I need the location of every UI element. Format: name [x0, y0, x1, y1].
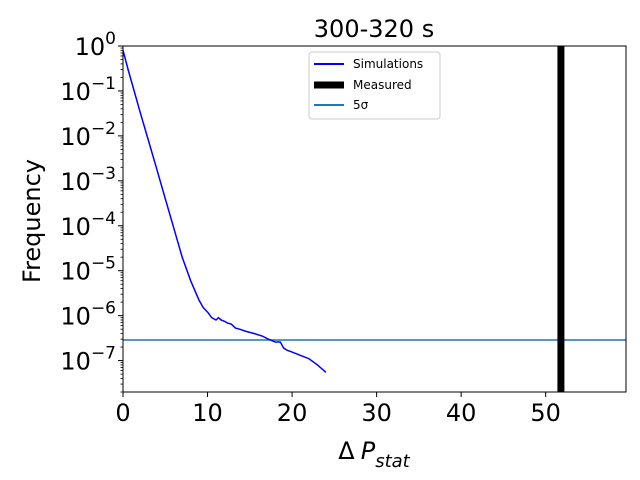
y-tick-label: 10−1 [60, 74, 116, 106]
legend: Simulations Measured 5σ [308, 51, 441, 120]
y-axis-label: Frequency [18, 159, 46, 283]
x-axis-label: Δ Pstat [338, 437, 410, 472]
plot-frame [122, 45, 627, 393]
x-tick-label: 50 [530, 399, 561, 427]
y-tick-label: 10−5 [60, 254, 116, 286]
y-tick-label: 10−4 [60, 209, 116, 241]
y-tick-label: 100 [75, 29, 116, 61]
series-layer [123, 46, 626, 392]
y-tick-label: 10−7 [60, 344, 116, 376]
legend-label-measured: Measured [353, 78, 412, 92]
x-tick-label: 30 [361, 399, 392, 427]
plot-area: 0 10 20 30 40 50 100 10−1 10−2 10−3 10−4 10−5 10−6 10… [60, 29, 627, 427]
y-tick-label: 10−2 [60, 119, 116, 151]
legend-frame [308, 51, 441, 120]
y-tick-label: 10−6 [60, 299, 116, 331]
x-axis-label-prefix: Δ [338, 437, 355, 465]
x-tick-label: 20 [277, 399, 308, 427]
y-tick-label: 10−3 [60, 164, 116, 196]
x-tick-label: 40 [446, 399, 477, 427]
x-axis-label-sub: stat [375, 451, 410, 472]
chart-title: 300-320 s [314, 15, 434, 43]
x-tick-label: 0 [115, 399, 130, 427]
legend-label-simulations: Simulations [353, 57, 423, 71]
x-tick-label: 10 [192, 399, 223, 427]
x-axis-label-main: P [361, 437, 376, 465]
legend-label-5sigma: 5σ [353, 98, 369, 112]
series-simulations-line [123, 50, 327, 373]
